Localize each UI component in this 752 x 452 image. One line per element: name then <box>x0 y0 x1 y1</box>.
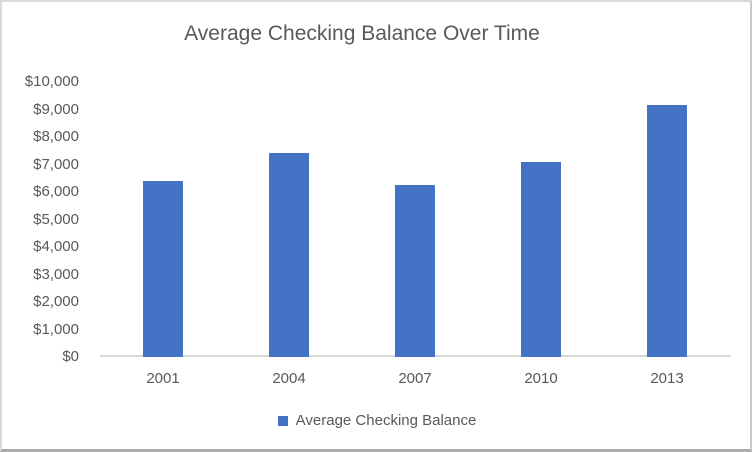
y-tick-label: $7,000 <box>33 156 79 173</box>
x-tick-label: 2013 <box>650 370 684 387</box>
legend-swatch-icon <box>277 415 288 426</box>
bar-2010[interactable] <box>521 162 561 357</box>
y-tick-label: $8,000 <box>33 128 79 145</box>
y-tick-label: $6,000 <box>33 183 79 200</box>
y-tick-label: $0 <box>62 348 79 365</box>
y-tick-label: $9,000 <box>33 101 79 118</box>
y-tick-label: $5,000 <box>33 211 79 228</box>
y-tick-label: $1,000 <box>33 321 79 338</box>
x-tick-label: 2004 <box>272 370 306 387</box>
y-tick-label: $4,000 <box>33 238 79 255</box>
bar-2001[interactable] <box>143 181 183 357</box>
bar-2004[interactable] <box>269 153 309 357</box>
y-tick-label: $3,000 <box>33 266 79 283</box>
bar-2007[interactable] <box>395 185 435 357</box>
chart-title: Average Checking Balance Over Time <box>184 22 540 45</box>
y-tick-label: $10,000 <box>24 73 79 90</box>
x-tick-label: 2010 <box>524 370 558 387</box>
bar-2013[interactable] <box>647 105 687 357</box>
legend[interactable]: Average Checking Balance <box>2 412 750 429</box>
x-tick-label: 2007 <box>398 370 432 387</box>
y-tick-label: $2,000 <box>33 293 79 310</box>
legend-series-label: Average Checking Balance <box>295 412 477 429</box>
x-tick-label: 2001 <box>146 370 180 387</box>
